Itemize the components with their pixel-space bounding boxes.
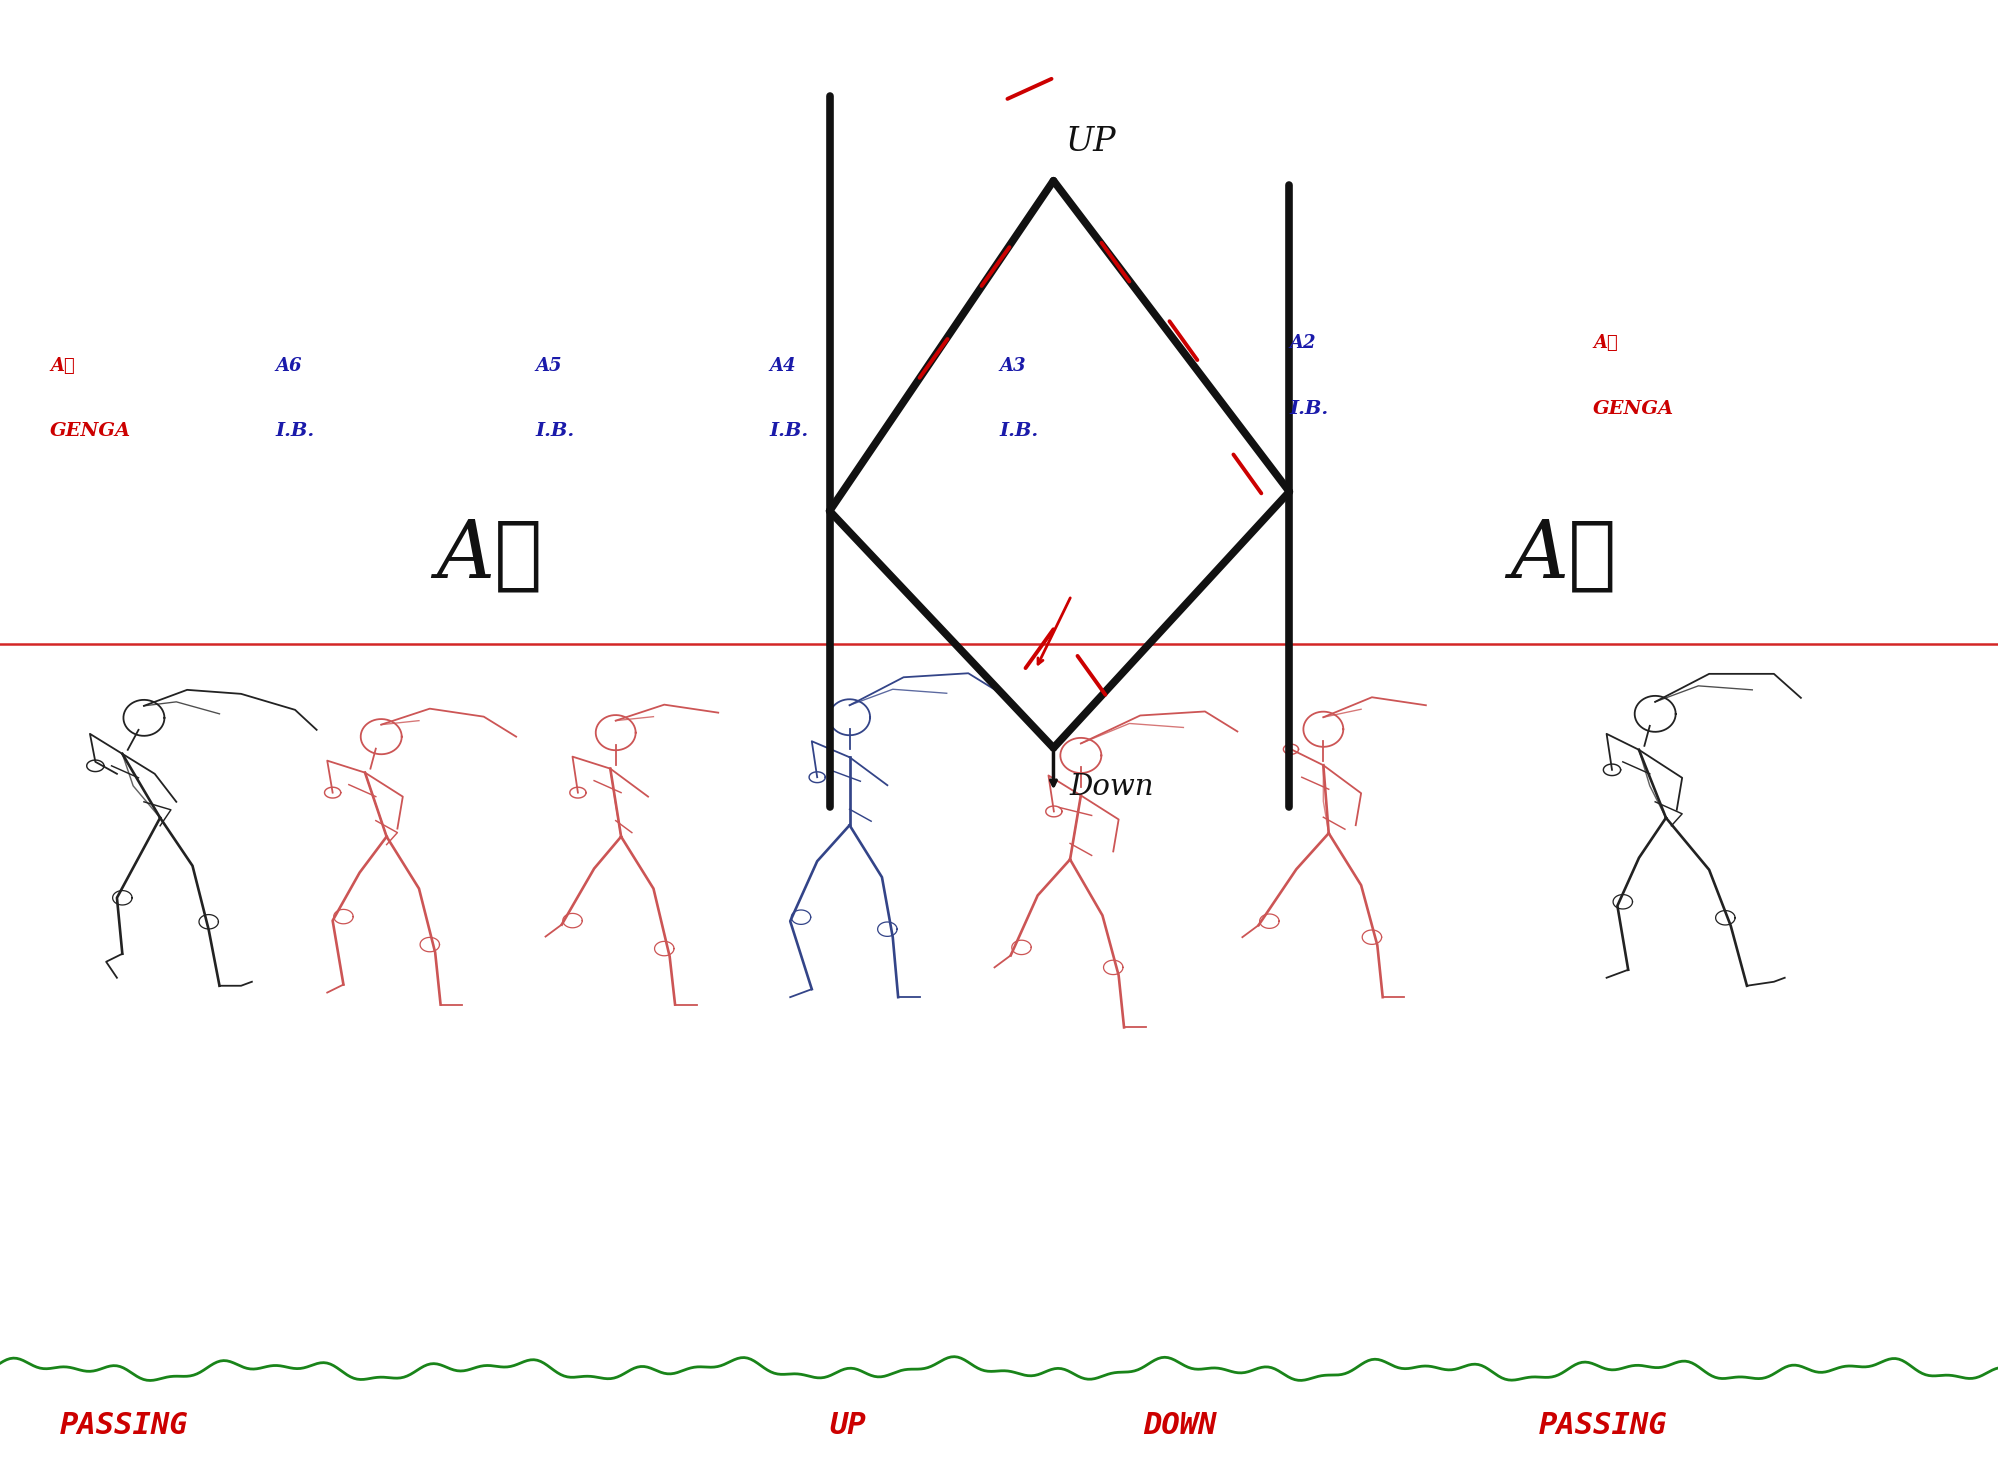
Text: A3: A3 bbox=[999, 357, 1025, 375]
Text: A6: A6 bbox=[276, 357, 302, 375]
Text: I.B.: I.B. bbox=[535, 422, 575, 440]
Text: UP: UP bbox=[1065, 126, 1115, 158]
Text: PASSING: PASSING bbox=[60, 1410, 188, 1440]
Text: GENGA: GENGA bbox=[50, 422, 132, 440]
Text: A2: A2 bbox=[1289, 335, 1315, 352]
Text: I.B.: I.B. bbox=[999, 422, 1039, 440]
Text: A①: A① bbox=[1508, 517, 1616, 594]
Text: DOWN: DOWN bbox=[1143, 1410, 1217, 1440]
Text: A②: A② bbox=[436, 517, 543, 594]
Text: UP: UP bbox=[829, 1410, 865, 1440]
Text: A⑧: A⑧ bbox=[50, 357, 74, 375]
Text: GENGA: GENGA bbox=[1592, 400, 1674, 418]
Text: Down: Down bbox=[1069, 773, 1153, 801]
Text: A4: A4 bbox=[769, 357, 795, 375]
Text: I.B.: I.B. bbox=[1289, 400, 1329, 418]
Text: I.B.: I.B. bbox=[276, 422, 316, 440]
Text: I.B.: I.B. bbox=[769, 422, 809, 440]
Text: A5: A5 bbox=[535, 357, 561, 375]
Text: A①: A① bbox=[1592, 335, 1616, 352]
Text: PASSING: PASSING bbox=[1538, 1410, 1666, 1440]
